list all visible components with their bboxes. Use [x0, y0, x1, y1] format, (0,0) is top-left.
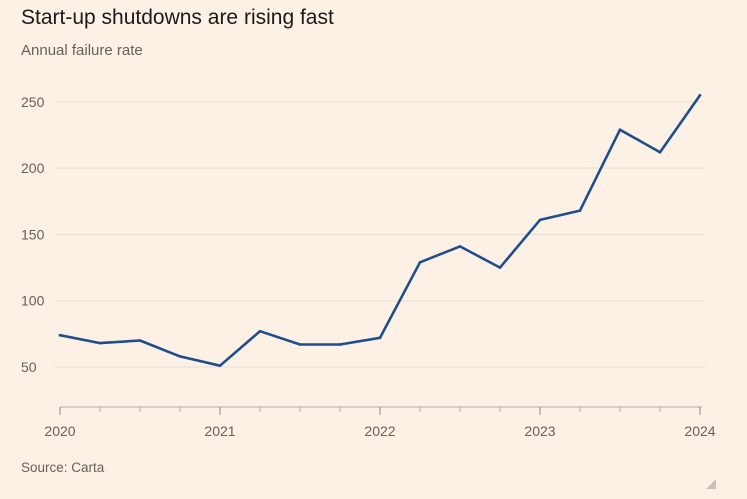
chart-title: Start-up shutdowns are rising fast [21, 6, 334, 29]
series-line [58, 94, 702, 368]
series-layer [58, 93, 702, 368]
data-point [338, 343, 342, 346]
y-tick-label: 150 [21, 226, 45, 242]
x-tick-label: 2021 [204, 423, 235, 439]
data-point [138, 339, 142, 342]
data-point [178, 355, 182, 358]
data-point [578, 209, 582, 212]
chart-subtitle: Annual failure rate [21, 42, 143, 59]
y-tick-label: 250 [21, 94, 45, 110]
y-tick-label: 200 [21, 160, 45, 176]
grid-layer [55, 101, 705, 368]
y-tick-label: 50 [21, 359, 37, 375]
data-point [98, 341, 102, 345]
data-point [538, 218, 542, 222]
x-tick-label: 2024 [684, 423, 715, 439]
resize-corner-icon [706, 479, 716, 489]
data-point [258, 329, 262, 333]
x-tick-label: 2020 [44, 423, 75, 439]
source-note: Source: Carta [21, 460, 105, 475]
data-point [378, 336, 382, 340]
y-tick-label: 100 [21, 293, 45, 309]
data-point [218, 364, 222, 367]
data-point [298, 343, 302, 346]
data-point [58, 333, 62, 337]
data-point [618, 128, 622, 132]
x-tick-label: 2023 [524, 423, 555, 439]
x-tick-label: 2022 [364, 423, 395, 439]
data-point [498, 266, 502, 269]
data-point [418, 260, 422, 264]
data-point [458, 245, 462, 248]
axis-layer: 50 100 150 200 250 2020 2021 2022 2023 2024 [21, 94, 716, 439]
data-point [698, 93, 702, 97]
data-point [658, 150, 662, 154]
